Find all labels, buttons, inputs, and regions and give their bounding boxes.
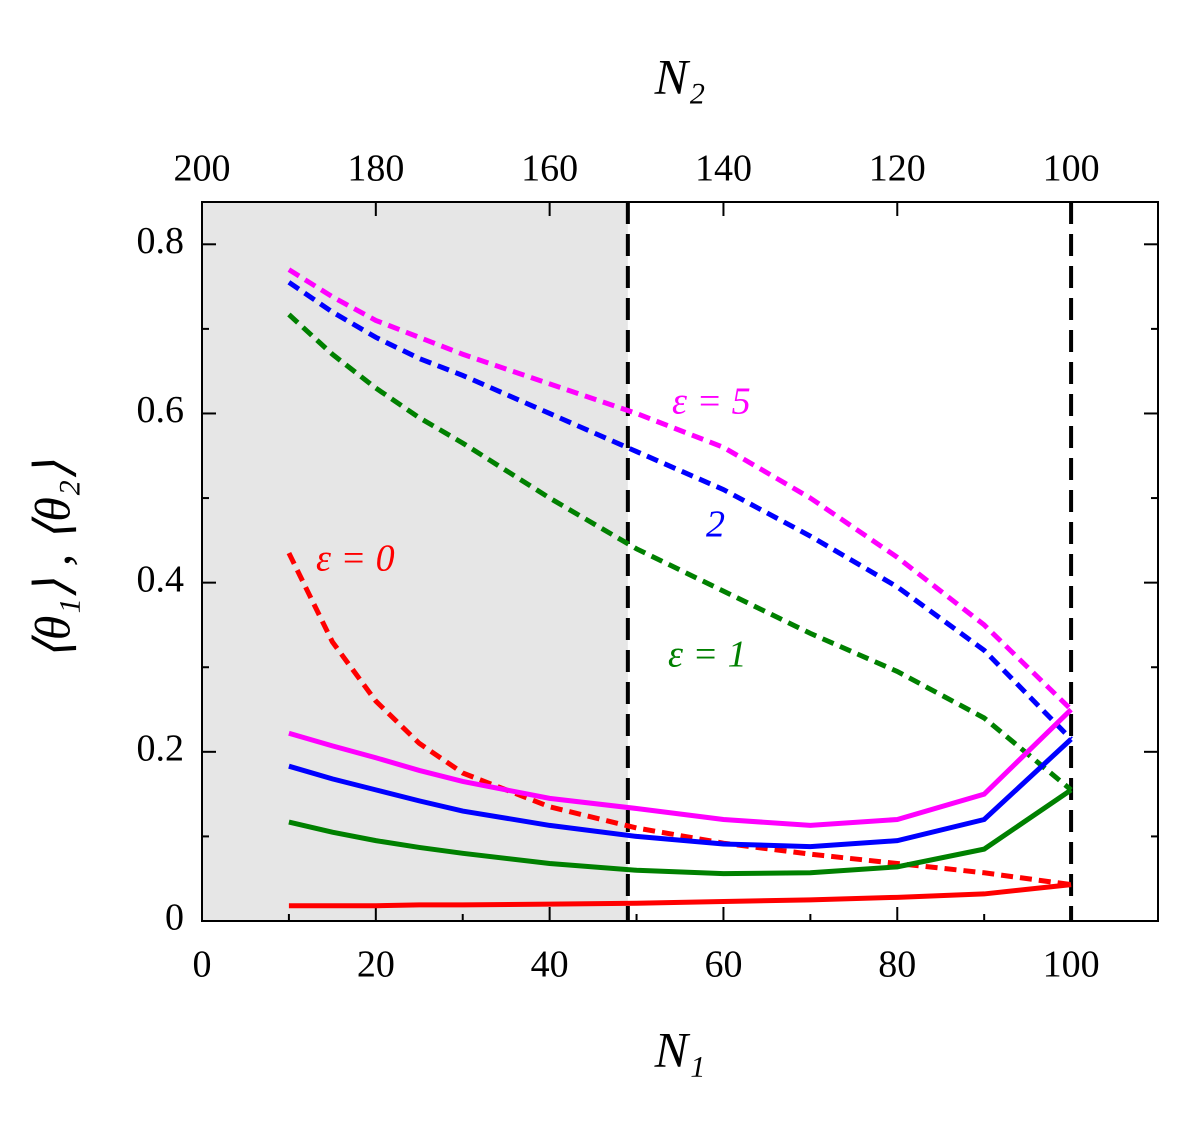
x2-axis-label: N₂ [654, 48, 706, 104]
annotation: 2 [706, 504, 725, 546]
x2-tick-label: 200 [174, 148, 231, 190]
x-tick-label: 100 [1043, 944, 1100, 986]
x-tick-label: 0 [193, 944, 212, 986]
y-tick-label: 0.4 [137, 558, 185, 600]
solid-line [288, 882, 1072, 909]
y-axis-label: ⟨θ₁⟩ , ⟨θ₂⟩ [24, 460, 80, 659]
annotation: ε = 0 [316, 538, 395, 580]
y-tick-label: 0.6 [137, 389, 185, 431]
y-tick-label: 0 [165, 897, 184, 939]
annotation: ε = 5 [672, 381, 751, 423]
dashed-line [287, 312, 1073, 792]
x2-tick-label: 140 [695, 148, 752, 190]
dashed-line [287, 267, 1073, 712]
y-tick-label: 0.2 [137, 728, 185, 770]
solid-line [288, 737, 1073, 850]
solid-line [288, 787, 1073, 877]
shaded-region [202, 202, 628, 921]
x2-tick-label: 100 [1043, 148, 1100, 190]
x2-tick-label: 180 [347, 148, 404, 190]
x-tick-label: 60 [704, 944, 742, 986]
x-tick-label: 80 [878, 944, 916, 986]
y-tick-label: 0.8 [137, 220, 185, 262]
annotation: ε = 1 [668, 634, 747, 676]
plot-frame [201, 201, 1159, 922]
x-tick-label: 20 [357, 944, 395, 986]
x2-tick-label: 160 [521, 148, 578, 190]
x-tick-label: 40 [531, 944, 569, 986]
x-axis-label: N₁ [654, 1021, 706, 1077]
x2-tick-label: 120 [869, 148, 926, 190]
solid-line [288, 707, 1073, 828]
